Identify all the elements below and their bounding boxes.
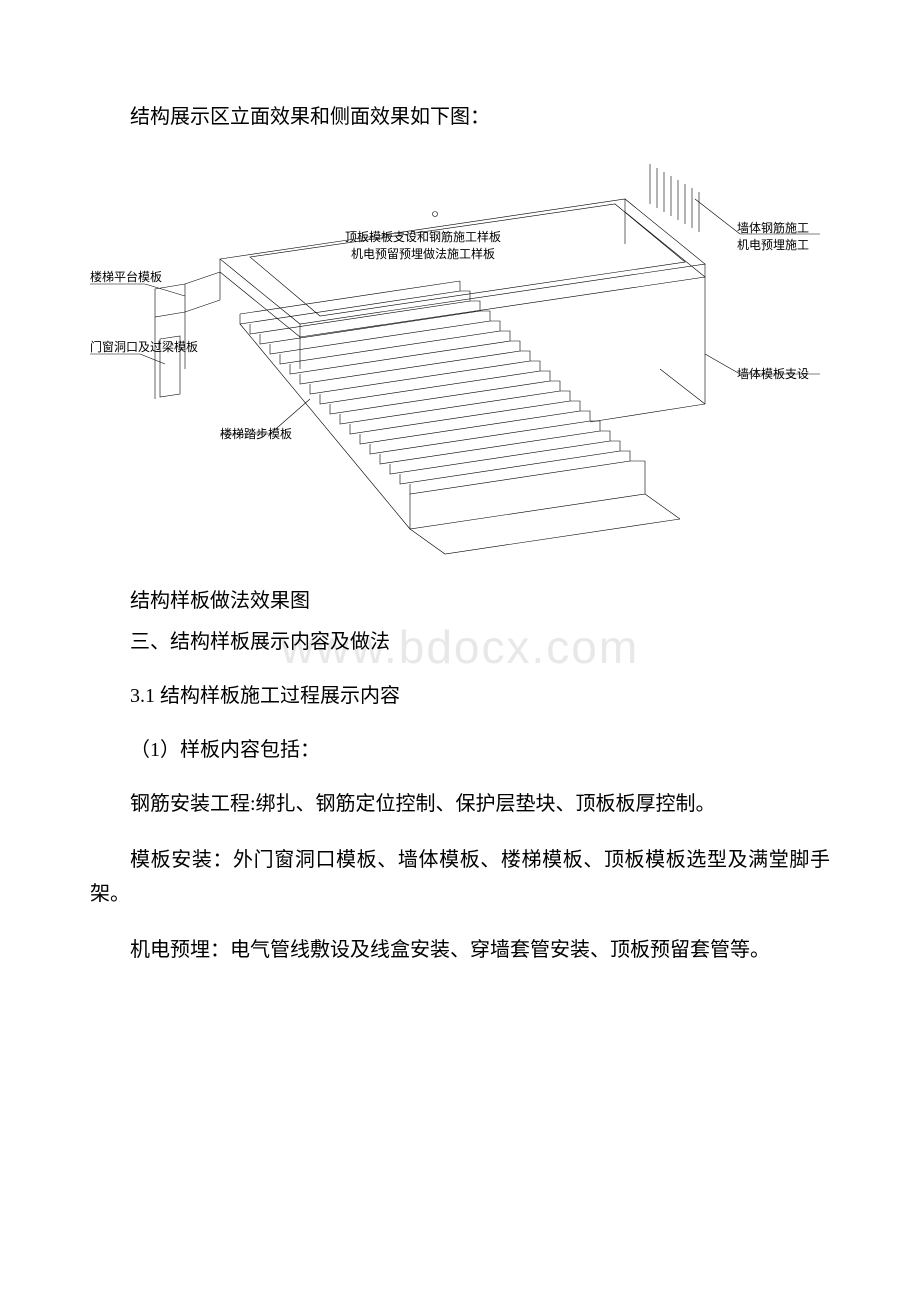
diagram-caption: 结构样板做法效果图	[90, 584, 830, 613]
page-content: 结构展示区立面效果和侧面效果如下图：	[90, 100, 830, 967]
label-left-top: 楼梯平台模板	[90, 269, 162, 286]
structure-diagram: 顶板模板支设和钢筋施工样板 机电预留预埋做法施工样板 墙体钢筋施工 机电预埋施工…	[90, 144, 830, 564]
label-left-bottom: 楼梯踏步模板	[220, 426, 292, 443]
label-right-top: 墙体钢筋施工 机电预埋施工	[737, 220, 809, 254]
intro-text: 结构展示区立面效果和侧面效果如下图：	[90, 100, 830, 129]
label-left-mid: 门窗洞口及过梁模板	[90, 339, 198, 356]
section-title: 三、结构样板展示内容及做法	[90, 625, 830, 654]
diagram-svg	[90, 144, 830, 564]
subsection-title: 3.1 结构样板施工过程展示内容	[90, 679, 830, 708]
paragraph-rebar: 钢筋安装工程:绑扎、钢筋定位控制、保护层垫块、顶板板厚控制。	[90, 787, 830, 821]
item-title: （1）样板内容包括：	[90, 733, 830, 762]
label-top-center: 顶板模板支设和钢筋施工样板 机电预留预埋做法施工样板	[345, 229, 501, 263]
paragraph-formwork: 模板安装：外门窗洞口模板、墙体模板、楼梯模板、顶板模板选型及满堂脚手架。	[90, 843, 830, 911]
label-right-mid: 墙体模板支设	[737, 366, 809, 383]
paragraph-mep: 机电预埋：电气管线敷设及线盒安装、穿墙套管安装、顶板预留套管等。	[90, 933, 830, 967]
